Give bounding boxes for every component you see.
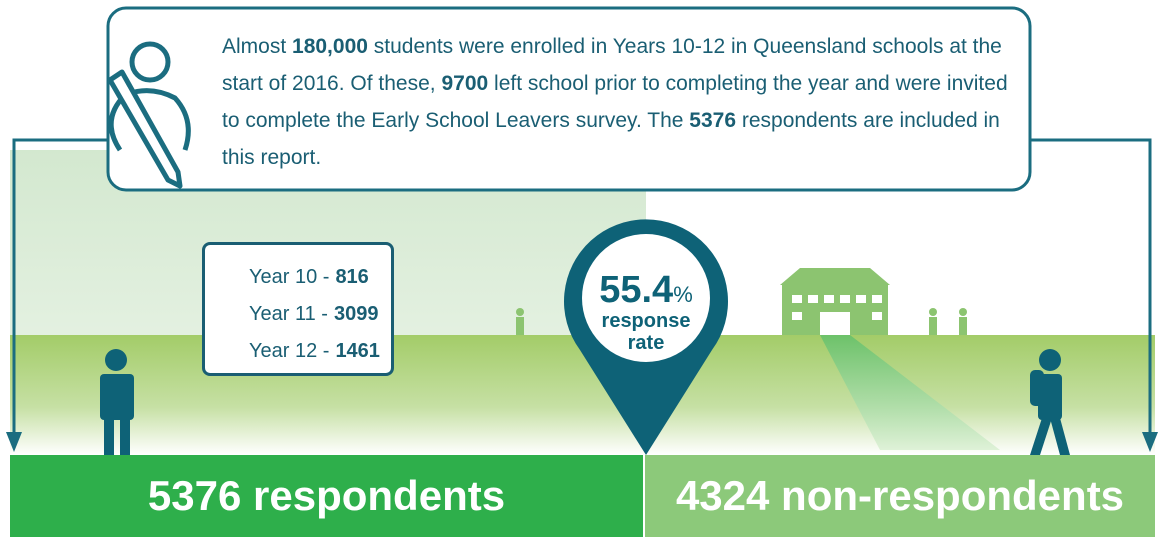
intro-text: Almost 180,000 students were enrolled in… — [222, 28, 1012, 176]
non-respondents-value: 4324 — [676, 472, 769, 519]
response-label: response rate — [596, 310, 696, 354]
non-respondents-label: non-respondents — [781, 472, 1124, 519]
response-rate: 55.4% response rate — [566, 270, 726, 354]
intro-segment: 180,000 — [292, 35, 368, 58]
response-unit: % — [673, 282, 693, 307]
year-value: 816 — [335, 266, 368, 288]
infographic: Almost 180,000 students were enrolled in… — [0, 0, 1161, 537]
intro-segment: 9700 — [441, 72, 488, 95]
respondents-label: respondents — [253, 472, 505, 519]
year-row: Year 12 - 1461 — [249, 333, 391, 370]
non-respondents-text: 4324 non-respondents — [645, 455, 1155, 537]
year-label: Year 10 - — [249, 266, 329, 288]
year-value: 1461 — [335, 340, 380, 362]
year-label: Year 12 - — [249, 340, 329, 362]
response-value: 55.4 — [599, 269, 673, 311]
intro-segment: Almost — [222, 35, 292, 58]
intro-segment: 5376 — [689, 109, 736, 132]
year-label: Year 11 - — [249, 303, 328, 325]
respondents-text: 5376 respondents — [10, 455, 643, 537]
respondents-value: 5376 — [148, 472, 241, 519]
school-icon — [780, 268, 890, 335]
year-value: 3099 — [334, 303, 379, 325]
year-row: Year 10 - 816 — [249, 259, 391, 296]
year-row: Year 11 - 3099 — [249, 296, 391, 333]
